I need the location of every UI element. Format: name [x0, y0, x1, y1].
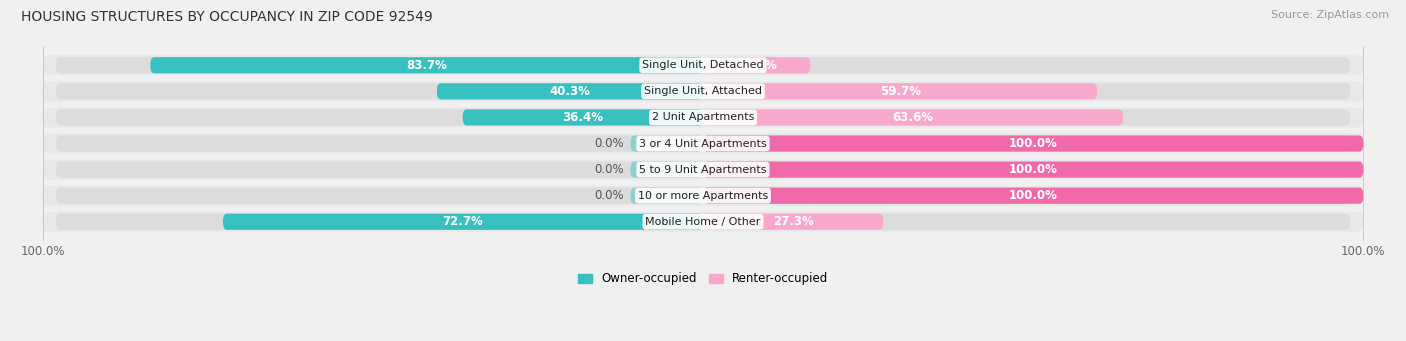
- FancyBboxPatch shape: [42, 81, 1364, 101]
- FancyBboxPatch shape: [630, 135, 703, 152]
- Text: Mobile Home / Other: Mobile Home / Other: [645, 217, 761, 227]
- Text: 2 Unit Apartments: 2 Unit Apartments: [652, 113, 754, 122]
- Text: 100.0%: 100.0%: [1008, 137, 1057, 150]
- FancyBboxPatch shape: [703, 109, 1123, 125]
- Legend: Owner-occupied, Renter-occupied: Owner-occupied, Renter-occupied: [572, 268, 834, 290]
- Text: 83.7%: 83.7%: [406, 59, 447, 72]
- FancyBboxPatch shape: [150, 57, 703, 73]
- FancyBboxPatch shape: [56, 83, 1350, 100]
- FancyBboxPatch shape: [42, 55, 1364, 75]
- FancyBboxPatch shape: [56, 162, 1350, 178]
- FancyBboxPatch shape: [56, 188, 1350, 204]
- FancyBboxPatch shape: [224, 214, 703, 230]
- FancyBboxPatch shape: [56, 214, 1350, 230]
- Text: 3 or 4 Unit Apartments: 3 or 4 Unit Apartments: [640, 138, 766, 149]
- Text: 0.0%: 0.0%: [595, 163, 624, 176]
- FancyBboxPatch shape: [42, 107, 1364, 127]
- Text: 36.4%: 36.4%: [562, 111, 603, 124]
- FancyBboxPatch shape: [42, 186, 1364, 206]
- FancyBboxPatch shape: [703, 57, 811, 73]
- Text: Source: ZipAtlas.com: Source: ZipAtlas.com: [1271, 10, 1389, 20]
- Text: 63.6%: 63.6%: [893, 111, 934, 124]
- Text: 10 or more Apartments: 10 or more Apartments: [638, 191, 768, 201]
- Text: Single Unit, Detached: Single Unit, Detached: [643, 60, 763, 70]
- FancyBboxPatch shape: [703, 162, 1364, 178]
- FancyBboxPatch shape: [56, 57, 1350, 73]
- Text: 40.3%: 40.3%: [550, 85, 591, 98]
- FancyBboxPatch shape: [42, 212, 1364, 232]
- FancyBboxPatch shape: [703, 214, 883, 230]
- FancyBboxPatch shape: [42, 134, 1364, 153]
- Text: 5 to 9 Unit Apartments: 5 to 9 Unit Apartments: [640, 165, 766, 175]
- Text: 72.7%: 72.7%: [443, 215, 484, 228]
- FancyBboxPatch shape: [56, 109, 1350, 125]
- FancyBboxPatch shape: [703, 83, 1097, 100]
- Text: 0.0%: 0.0%: [595, 189, 624, 202]
- FancyBboxPatch shape: [463, 109, 703, 125]
- FancyBboxPatch shape: [703, 135, 1364, 152]
- FancyBboxPatch shape: [437, 83, 703, 100]
- Text: 27.3%: 27.3%: [773, 215, 814, 228]
- Text: 100.0%: 100.0%: [1008, 189, 1057, 202]
- Text: 100.0%: 100.0%: [1008, 163, 1057, 176]
- FancyBboxPatch shape: [703, 188, 1364, 204]
- FancyBboxPatch shape: [56, 135, 1350, 152]
- Text: HOUSING STRUCTURES BY OCCUPANCY IN ZIP CODE 92549: HOUSING STRUCTURES BY OCCUPANCY IN ZIP C…: [21, 10, 433, 24]
- FancyBboxPatch shape: [630, 188, 703, 204]
- Text: 59.7%: 59.7%: [880, 85, 921, 98]
- Text: Single Unit, Attached: Single Unit, Attached: [644, 86, 762, 97]
- FancyBboxPatch shape: [42, 160, 1364, 179]
- FancyBboxPatch shape: [630, 162, 703, 178]
- Text: 0.0%: 0.0%: [595, 137, 624, 150]
- Text: 16.3%: 16.3%: [737, 59, 778, 72]
